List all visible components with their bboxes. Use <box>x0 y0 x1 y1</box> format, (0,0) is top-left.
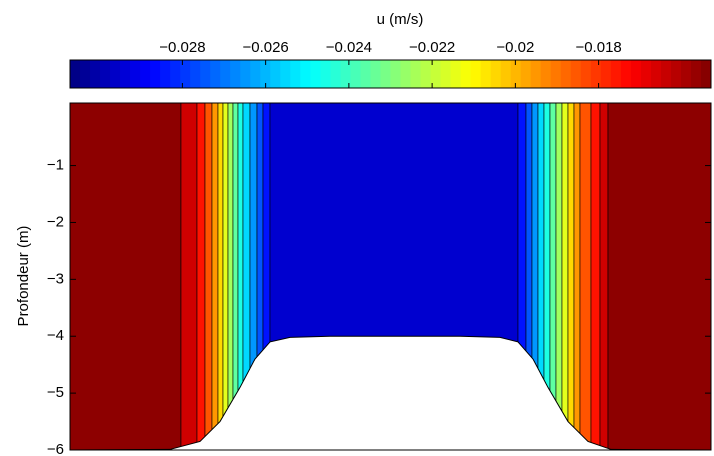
colorbar-tick-label: −0.018 <box>575 39 621 56</box>
colorbar-cell <box>250 60 261 88</box>
colorbar-cell <box>120 60 131 88</box>
colorbar-cell <box>230 60 241 88</box>
colorbar-frame <box>69 59 712 89</box>
colorbar-cell <box>90 60 101 88</box>
contour-band <box>180 102 198 451</box>
colorbar-cell <box>190 60 201 88</box>
colorbar-cell <box>310 60 321 88</box>
contour-band <box>607 102 712 451</box>
y-tick-label: −4 <box>47 327 64 344</box>
colorbar-cell <box>240 60 251 88</box>
colorbar-cell <box>630 60 642 88</box>
colorbar-cell <box>170 60 181 88</box>
colorbar-cell <box>380 60 391 88</box>
colorbar-cell <box>580 60 592 88</box>
colorbar-tick-label: −0.026 <box>242 39 288 56</box>
colorbar-tick-label: −0.028 <box>159 39 205 56</box>
contour-band <box>573 102 581 451</box>
contour-band <box>69 102 182 451</box>
colorbar-cell <box>80 60 91 88</box>
contour-band <box>590 102 601 451</box>
colorbar-cell <box>570 60 582 88</box>
y-tick-label: −2 <box>47 213 64 230</box>
colorbar-cell <box>390 60 402 88</box>
contour-band <box>561 102 569 451</box>
colorbar-cell <box>500 60 512 88</box>
colorbar-cell <box>430 60 442 88</box>
colorbar-cell <box>280 60 291 88</box>
colorbar-cell <box>410 60 422 88</box>
contour-band <box>599 102 609 451</box>
colorbar-cell <box>550 60 562 88</box>
contour-band <box>567 102 575 451</box>
colorbar-cell <box>640 60 652 88</box>
contour-band <box>579 102 592 451</box>
colorbar-cell <box>110 60 121 88</box>
colorbar-cell <box>540 60 552 88</box>
bottom-line <box>69 335 712 451</box>
y-tick-label: −5 <box>47 384 64 401</box>
colorbar-cell <box>490 60 502 88</box>
colorbar-cell <box>530 60 542 88</box>
colorbar-cell <box>70 60 81 88</box>
colorbar-cell <box>690 60 702 88</box>
contour-band <box>217 102 224 451</box>
colorbar-cell <box>670 60 682 88</box>
colorbar-cell <box>420 60 432 88</box>
colorbar-cell <box>360 60 371 88</box>
contour-band <box>555 102 563 451</box>
colorbar-cell <box>470 60 482 88</box>
colorbar-cell <box>600 60 612 88</box>
colorbar-tick-label: −0.024 <box>326 39 372 56</box>
colorbar-cell <box>450 60 462 88</box>
colorbar-cell <box>350 60 361 88</box>
colorbar-cell <box>130 60 141 88</box>
colorbar-cell <box>620 60 632 88</box>
colorbar-cell <box>440 60 452 88</box>
y-axis-label: Profondeur (m) <box>15 226 32 327</box>
y-tick-label: −1 <box>47 157 64 174</box>
colorbar-cell <box>610 60 622 88</box>
contour-band <box>196 102 206 451</box>
colorbar-cell <box>320 60 331 88</box>
colorbar-cell <box>270 60 281 88</box>
colorbar-cell <box>330 60 341 88</box>
colorbar-cell <box>480 60 492 88</box>
colorbar-cell <box>510 60 522 88</box>
colorbar-cell <box>560 60 572 88</box>
bottom-area <box>70 336 711 451</box>
colorbar-cell <box>180 60 191 88</box>
y-tick-label: −6 <box>47 441 64 456</box>
colorbar-cell <box>160 60 171 88</box>
contour-band <box>222 102 229 451</box>
colorbar-cell <box>150 60 161 88</box>
colorbar-cell <box>100 60 111 88</box>
colorbar-cell <box>210 60 221 88</box>
contour-band <box>211 102 219 451</box>
colorbar-cell <box>200 60 211 88</box>
colorbar-label: u (m/s) <box>377 11 424 28</box>
colorbar-cell <box>650 60 662 88</box>
axes-frame <box>69 102 712 451</box>
colorbar-cell <box>260 60 271 88</box>
colorbar-cell <box>370 60 381 88</box>
colorbar-cell <box>300 60 311 88</box>
contour-band <box>204 102 213 451</box>
contour-band <box>227 102 234 451</box>
colorbar-cell <box>680 60 692 88</box>
y-tick-label: −3 <box>47 270 64 287</box>
colorbar-cell <box>660 60 672 88</box>
colorbar-cell <box>140 60 151 88</box>
colorbar-cell <box>400 60 412 88</box>
colorbar-cell <box>290 60 301 88</box>
colorbar-tick-label: −0.02 <box>496 39 534 56</box>
colorbar-cell <box>590 60 602 88</box>
colorbar-cell <box>340 60 351 88</box>
colorbar-cell <box>700 60 712 88</box>
colorbar-cell <box>460 60 472 88</box>
colorbar-cell <box>520 60 532 88</box>
colorbar-cell <box>220 60 231 88</box>
colorbar-tick-label: −0.022 <box>409 39 455 56</box>
